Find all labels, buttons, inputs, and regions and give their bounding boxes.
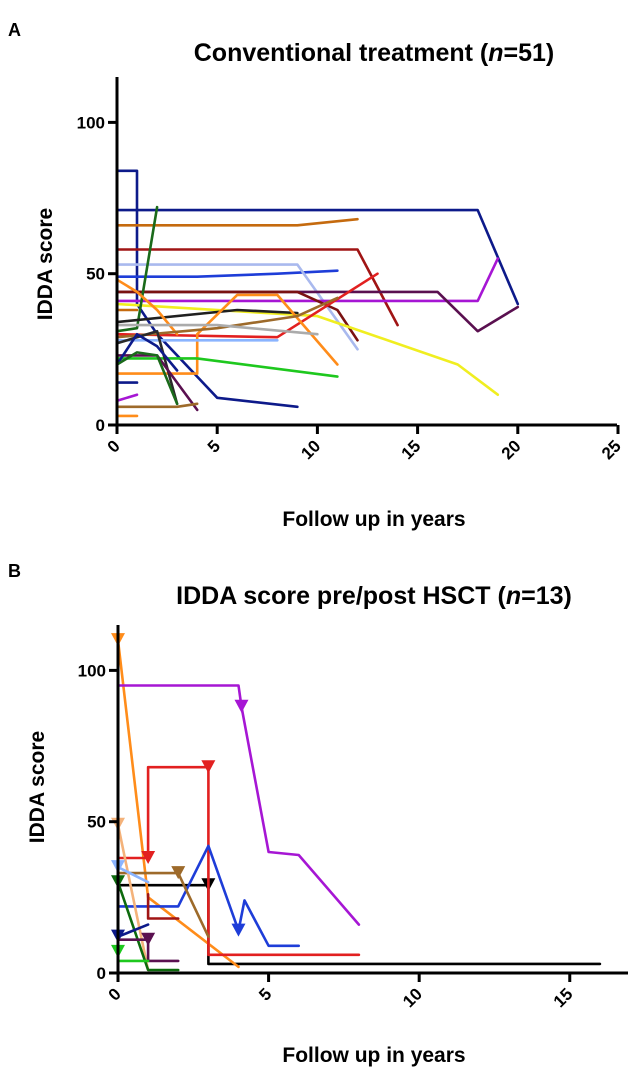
series-line-a-18	[115, 357, 339, 378]
series-line-a-20	[115, 329, 179, 406]
x-axis-label-a: Follow up in years	[282, 508, 465, 531]
x-tick-label-a-15: 15	[398, 436, 425, 463]
chart-panel-b: B IDDA score pre/post HSCT (n=13) IDDA s…	[8, 561, 628, 1067]
x-tick-label-a-20: 20	[498, 436, 525, 463]
y-tick-label-b-100: 100	[78, 661, 106, 680]
y-tick-label-b-50: 50	[87, 813, 106, 832]
x-tick-label-b-0: 0	[105, 984, 125, 1004]
series-line-b-3	[116, 684, 361, 926]
series-line-b-9	[116, 880, 180, 972]
x-tick-label-b-5: 5	[255, 984, 275, 1004]
data-marker-b-12-1	[141, 932, 156, 946]
series-line-a-17	[115, 323, 319, 336]
y-tick-label-a-0: 0	[96, 416, 105, 435]
series-line-a-15	[115, 278, 179, 336]
data-marker-b-6-1	[171, 866, 186, 880]
plot-area-a	[115, 169, 520, 418]
series-line-a-26	[115, 402, 199, 409]
series-line-b-8	[116, 865, 150, 884]
series-line-a-11	[115, 272, 379, 339]
x-tick-label-b-15: 15	[550, 984, 577, 1011]
ticks-b: 0 50 100 0 5 10 15	[78, 661, 577, 1011]
series-line-a-7	[115, 257, 500, 303]
x-tick-label-a-10: 10	[297, 436, 324, 463]
chart-title-b: IDDA score pre/post HSCT (n=13)	[176, 582, 572, 610]
series-line-a-13	[115, 308, 299, 324]
series-line-a-1	[115, 208, 520, 306]
x-tick-label-a-25: 25	[598, 436, 625, 463]
y-tick-label-b-0: 0	[97, 964, 106, 983]
series-line-a-12	[115, 205, 159, 333]
y-axis-label-a: IDDA score	[34, 208, 57, 320]
x-tick-label-b-10: 10	[399, 984, 426, 1011]
series-line-b-4	[116, 765, 361, 957]
chart-panel-a: A Conventional treatment (n=51) IDDA sco…	[8, 20, 625, 531]
series-line-b-6	[116, 871, 210, 939]
plot-area-b	[111, 633, 602, 972]
data-marker-b-4-2	[201, 760, 216, 774]
series-line-b-10	[146, 892, 180, 920]
series-line-b-12	[116, 938, 180, 963]
ticks-a: 0 50 100 0 5 10 15 20 25	[77, 113, 625, 463]
series-line-a-21	[115, 354, 199, 412]
data-marker-b-5-1	[231, 923, 246, 937]
series-line-a-14	[115, 293, 339, 375]
series-line-a-27	[115, 393, 139, 403]
x-axis-label-b: Follow up in years	[282, 1044, 465, 1067]
panel-label-b: B	[8, 561, 21, 581]
chart-title-a: Conventional treatment (n=51)	[194, 39, 555, 67]
series-line-b-11	[116, 923, 150, 939]
series-line-a-22	[115, 332, 179, 372]
series-line-a-16	[115, 296, 339, 339]
series-line-a-10	[115, 302, 500, 397]
y-tick-label-a-100: 100	[77, 113, 105, 132]
panel-label-a: A	[8, 20, 21, 40]
series-line-a-3	[115, 217, 359, 227]
x-tick-label-a-0: 0	[104, 436, 124, 456]
y-axis-label-b: IDDA score	[26, 731, 49, 843]
series-line-a-24	[115, 351, 179, 406]
data-marker-b-3-1	[234, 699, 249, 713]
x-tick-label-a-5: 5	[204, 436, 224, 456]
series-line-a-6	[115, 263, 359, 351]
data-marker-b-4-1	[141, 851, 156, 865]
series-line-a-5	[115, 269, 339, 279]
series-line-b-7	[116, 823, 150, 972]
y-tick-label-a-50: 50	[86, 265, 105, 284]
